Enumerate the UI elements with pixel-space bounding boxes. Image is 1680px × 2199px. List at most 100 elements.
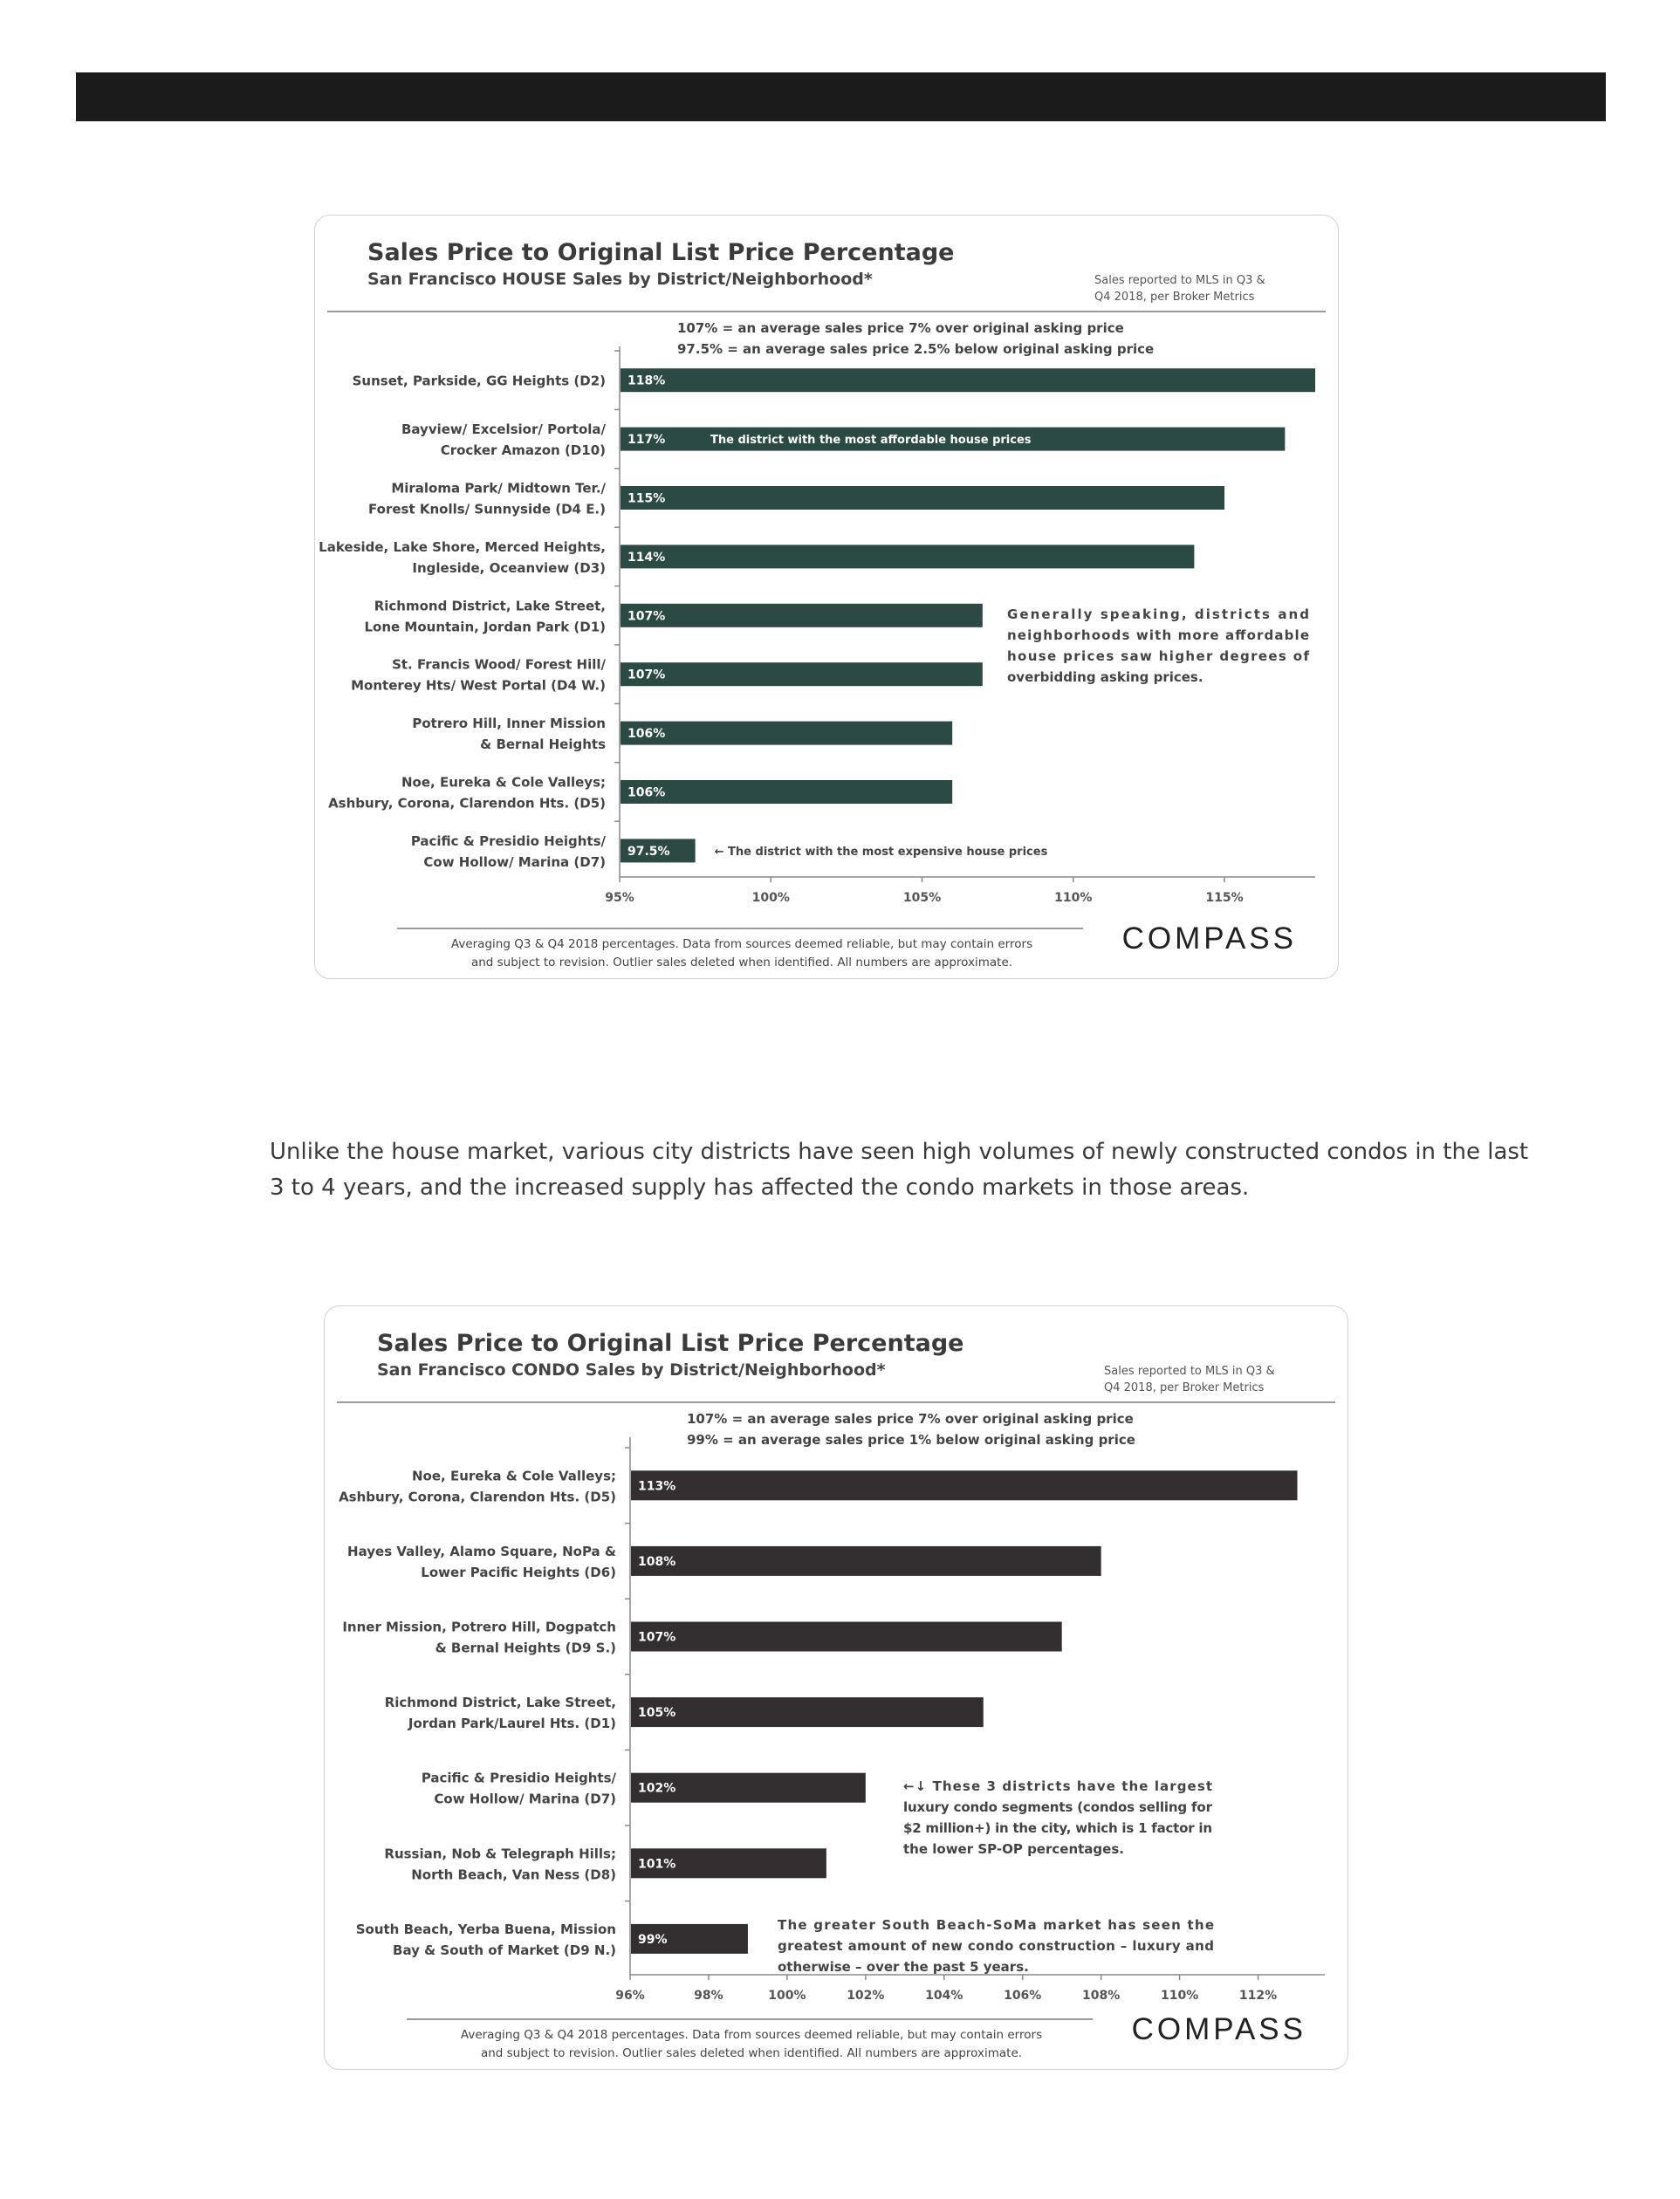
side-note-text: the lower SP-OP percentages. [903, 1841, 1124, 1857]
side-note-text: house prices saw higher degrees of [1007, 648, 1309, 664]
x-tick-label: 100% [752, 891, 790, 905]
chart-subtitle: San Francisco CONDO Sales by District/Ne… [377, 1360, 886, 1380]
category-label: Monterey Hts/ West Portal (D4 W.) [351, 678, 606, 694]
bar [631, 1621, 1062, 1652]
chart-subtitle: San Francisco HOUSE Sales by District/Ne… [367, 270, 873, 289]
category-label: Lower Pacific Heights (D6) [421, 1565, 616, 1580]
category-label: Lone Mountain, Jordan Park (D1) [364, 619, 606, 634]
category-label: Bay & South of Market (D9 N.) [393, 1942, 616, 1958]
source-note: Sales reported to MLS in Q3 & [1104, 1365, 1275, 1378]
bar [621, 545, 1195, 569]
bar [631, 1545, 1101, 1576]
category-label: Sunset, Parkside, GG Heights (D2) [353, 373, 606, 389]
bar-value-label: 117% [627, 433, 665, 447]
category-label: Richmond District, Lake Street, [385, 1695, 616, 1710]
x-tick-label: 98% [694, 1989, 723, 2003]
category-label: Cow Hollow/ Marina (D7) [423, 854, 606, 870]
side-note-text: $2 million+) in the city, which is 1 fac… [903, 1820, 1212, 1836]
bar-value-label: 118% [627, 374, 665, 388]
x-tick-label: 115% [1205, 891, 1243, 905]
x-tick-label: 95% [605, 891, 634, 905]
category-label: Pacific & Presidio Heights/ [422, 1771, 617, 1786]
x-tick-label: 105% [903, 891, 941, 905]
bar-annotation: ← The district with the most expensive h… [715, 846, 1048, 859]
category-label: Bayview/ Excelsior/ Portola/ [401, 421, 607, 437]
side-note-text: overbidding asking prices. [1007, 669, 1203, 685]
x-tick-label: 102% [847, 1989, 884, 2003]
header-bar [76, 72, 1606, 121]
definition-text: 107% = an average sales price 7% over or… [687, 1411, 1134, 1427]
bar [631, 1923, 748, 1954]
category-label: Pacific & Presidio Heights/ [411, 833, 607, 849]
x-tick-label: 110% [1161, 1989, 1198, 2003]
footer-text: Averaging Q3 & Q4 2018 percentages. Data… [461, 2028, 1042, 2042]
category-label: Potrero Hill, Inner Mission [412, 716, 606, 731]
category-label: Miraloma Park/ Midtown Ter./ [391, 481, 606, 497]
side-note-text: The greater South Beach-SoMa market has … [778, 1917, 1214, 1933]
bar [631, 1697, 984, 1728]
bar-value-label: 115% [627, 492, 665, 506]
category-label: Inner Mission, Potrero Hill, Dogpatch [342, 1620, 616, 1635]
body-line-2: 3 to 4 years, and the increased supply h… [270, 1175, 1250, 1201]
category-label: North Beach, Van Ness (D8) [411, 1867, 616, 1882]
x-tick-label: 108% [1082, 1989, 1120, 2003]
side-note-text: ←↓ These 3 districts have the largest [903, 1778, 1212, 1794]
bar-value-label: 107% [627, 609, 665, 623]
category-label: Ingleside, Oceanview (D3) [412, 560, 606, 576]
bar-value-label: 97.5% [627, 845, 670, 859]
definition-text: 107% = an average sales price 7% over or… [677, 320, 1124, 336]
category-label: & Bernal Heights (D9 S.) [435, 1641, 616, 1656]
footer-text: Averaging Q3 & Q4 2018 percentages. Data… [451, 937, 1032, 951]
source-note: Q4 2018, per Broker Metrics [1094, 291, 1255, 304]
source-note: Sales reported to MLS in Q3 & [1094, 274, 1265, 287]
bar [631, 1848, 826, 1879]
condo-sp-op-chart: Sales Price to Original List Price Perce… [337, 1330, 1335, 2060]
source-note: Q4 2018, per Broker Metrics [1104, 1381, 1265, 1394]
category-label: St. Francis Wood/ Forest Hill/ [392, 657, 606, 673]
category-label: Lakeside, Lake Shore, Merced Heights, [319, 539, 606, 555]
definition-text: 99% = an average sales price 1% below or… [687, 1432, 1135, 1448]
bar [621, 662, 983, 687]
x-tick-label: 100% [768, 1989, 806, 2003]
footer-text: and subject to revision. Outlier sales d… [471, 956, 1012, 969]
category-label: Forest Knolls/ Sunnyside (D4 E.) [368, 502, 606, 517]
x-tick-label: 112% [1239, 1989, 1277, 2003]
category-label: Russian, Nob & Telegraph Hills; [384, 1846, 616, 1861]
bar-value-label: 101% [638, 1857, 675, 1871]
chart-title: Sales Price to Original List Price Perce… [367, 239, 954, 266]
x-tick-label: 104% [925, 1989, 963, 2003]
category-label: Noe, Eureka & Cole Valleys; [401, 775, 606, 791]
bar [621, 721, 953, 745]
bar-value-label: 99% [638, 1933, 668, 1947]
bar [621, 780, 953, 804]
category-label: Richmond District, Lake Street, [374, 598, 606, 613]
condo-chart-card: Sales Price to Original List Price Perce… [324, 1305, 1348, 2070]
side-note-text: neighborhoods with more affordable [1007, 627, 1309, 643]
category-label: Cow Hollow/ Marina (D7) [434, 1791, 616, 1807]
side-note-text: otherwise – over the past 5 years. [778, 1959, 1029, 1975]
footer-text: and subject to revision. Outlier sales d… [481, 2046, 1022, 2060]
x-tick-label: 110% [1054, 891, 1092, 905]
category-label: Noe, Eureka & Cole Valleys; [412, 1468, 616, 1483]
chart-title: Sales Price to Original List Price Perce… [377, 1330, 963, 1357]
category-label: & Bernal Heights [480, 736, 606, 752]
bar-value-label: 107% [627, 668, 665, 682]
house-sp-op-chart: Sales Price to Original List Price Perce… [319, 239, 1326, 969]
x-tick-label: 106% [1004, 1989, 1041, 2003]
bar [621, 603, 983, 627]
body-paragraph: Unlike the house market, various city di… [270, 1134, 1529, 1206]
compass-logo: COMPASS [1132, 2012, 1306, 2046]
body-line-1: Unlike the house market, various city di… [270, 1139, 1529, 1165]
category-label: Hayes Valley, Alamo Square, NoPa & [347, 1544, 616, 1559]
side-note-text: Generally speaking, districts and [1007, 606, 1309, 622]
bar-value-label: 106% [627, 727, 665, 741]
bar [621, 486, 1225, 510]
bar-value-label: 107% [638, 1631, 675, 1645]
house-chart-card: Sales Price to Original List Price Perce… [314, 215, 1339, 979]
bar [631, 1772, 866, 1803]
bar [621, 427, 1286, 451]
bar-annotation: The district with the most affordable ho… [710, 434, 1032, 447]
bar-value-label: 108% [638, 1555, 675, 1569]
bar-value-label: 113% [638, 1479, 675, 1493]
category-label: Ashbury, Corona, Clarendon Hts. (D5) [339, 1489, 616, 1504]
